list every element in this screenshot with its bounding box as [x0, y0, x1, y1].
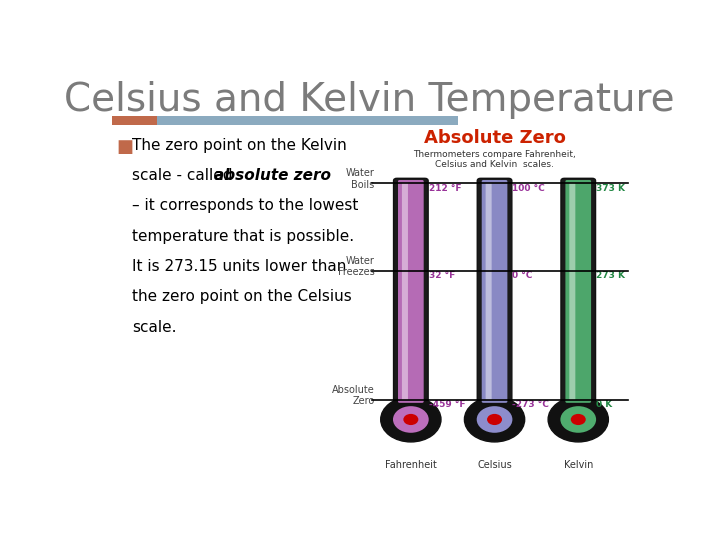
Text: 273 K: 273 K [596, 271, 625, 280]
FancyBboxPatch shape [485, 183, 492, 400]
FancyBboxPatch shape [402, 183, 408, 400]
Text: Thermometers compare Fahrenheit,: Thermometers compare Fahrenheit, [413, 150, 576, 159]
Text: scale.: scale. [132, 320, 176, 335]
Text: – it corresponds to the lowest: – it corresponds to the lowest [132, 198, 359, 213]
Circle shape [487, 414, 502, 425]
Circle shape [381, 397, 441, 442]
Circle shape [403, 414, 418, 425]
Text: ■: ■ [117, 138, 134, 156]
Circle shape [393, 406, 428, 433]
FancyBboxPatch shape [394, 178, 428, 407]
Text: Celsius and Kelvin Temperature: Celsius and Kelvin Temperature [63, 82, 675, 119]
Text: 100 °C: 100 °C [513, 184, 545, 193]
Text: scale - called: scale - called [132, 168, 237, 183]
Circle shape [571, 414, 586, 425]
FancyBboxPatch shape [112, 116, 157, 125]
Text: absolute zero: absolute zero [214, 168, 330, 183]
Text: Fahrenheit: Fahrenheit [385, 460, 437, 470]
Circle shape [464, 397, 525, 442]
Text: 0 °C: 0 °C [513, 271, 533, 280]
Text: 0 K: 0 K [596, 400, 612, 409]
Text: Absolute
Zero: Absolute Zero [332, 384, 374, 406]
Text: -459 °F: -459 °F [428, 400, 465, 409]
Text: Celsius and Kelvin  scales.: Celsius and Kelvin scales. [435, 160, 554, 170]
Text: Water
Boils: Water Boils [346, 168, 374, 190]
Text: 212 °F: 212 °F [428, 184, 462, 193]
FancyBboxPatch shape [398, 180, 423, 403]
Text: The zero point on the Kelvin: The zero point on the Kelvin [132, 138, 346, 153]
FancyBboxPatch shape [565, 180, 591, 403]
Text: -273 °C: -273 °C [513, 400, 549, 409]
FancyBboxPatch shape [570, 183, 575, 400]
Text: Absolute Zero: Absolute Zero [423, 129, 565, 147]
Circle shape [477, 406, 513, 433]
Text: the zero point on the Celsius: the zero point on the Celsius [132, 289, 351, 305]
FancyBboxPatch shape [157, 116, 459, 125]
FancyBboxPatch shape [482, 180, 508, 403]
FancyBboxPatch shape [477, 178, 512, 407]
Circle shape [560, 406, 596, 433]
Text: Water
Freezes: Water Freezes [338, 255, 374, 277]
Text: 32 °F: 32 °F [428, 271, 455, 280]
Text: Kelvin: Kelvin [564, 460, 593, 470]
Text: 373 K: 373 K [596, 184, 625, 193]
Text: temperature that is possible.: temperature that is possible. [132, 228, 354, 244]
Text: It is 273.15 units lower than: It is 273.15 units lower than [132, 259, 346, 274]
Text: Celsius: Celsius [477, 460, 512, 470]
Circle shape [548, 397, 608, 442]
FancyBboxPatch shape [561, 178, 595, 407]
